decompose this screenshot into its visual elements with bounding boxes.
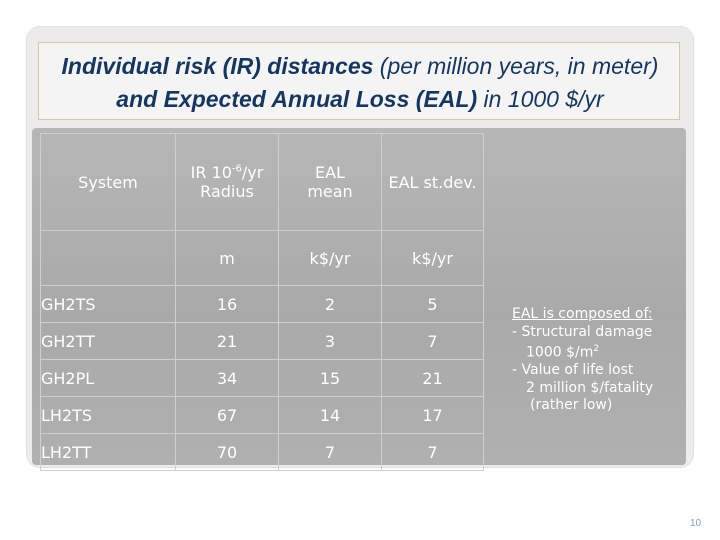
cell-eal-mean: 7	[278, 433, 382, 471]
header-ir: IR 10-6/yr Radius	[175, 133, 279, 231]
cell-eal-mean: 14	[278, 396, 382, 434]
unit-system	[40, 230, 176, 286]
table-row: GH2TS 16 2 5	[40, 285, 484, 323]
title-box	[38, 42, 680, 120]
unit-ir: m	[175, 230, 279, 286]
title-part-1: Individual risk (IR) distances	[61, 53, 374, 79]
note-cost-exponent: 2	[593, 344, 600, 354]
title-part-3: and Expected Annual Loss (EAL)	[116, 86, 478, 112]
cell-eal-std: 21	[381, 359, 484, 397]
cell-ir: 67	[175, 396, 279, 434]
header-eal-mean-line1: EAL	[315, 163, 345, 182]
table-row: LH2TS 67 14 17	[40, 396, 484, 434]
title-part-2: (per million years, in meter)	[379, 53, 659, 79]
table-row: GH2PL 34 15 21	[40, 359, 484, 397]
header-ir-exponent: -6	[231, 163, 242, 175]
note-line-fatality: 2 million $/fatality	[526, 379, 654, 396]
units-row: m k$/yr k$/yr	[40, 230, 484, 286]
note-line-life: - Value of life lost	[512, 362, 634, 379]
cell-system: GH2TS	[40, 285, 176, 323]
table-row: GH2TT 21 3 7	[40, 322, 484, 360]
cell-system: GH2TT	[40, 322, 176, 360]
header-eal-mean: EAL mean	[278, 133, 382, 231]
unit-eal-std: k$/yr	[381, 230, 484, 286]
header-ir-radius: Radius	[200, 182, 254, 201]
header-ir-per: /yr	[241, 163, 264, 182]
slide-title: Individual risk (IR) distances (per mill…	[40, 50, 680, 116]
cell-eal-mean: 3	[278, 322, 382, 360]
cell-system: LH2TT	[40, 433, 176, 471]
title-part-4: in 1000 $/yr	[483, 86, 604, 112]
header-eal-mean-line2: mean	[307, 182, 353, 201]
cell-ir: 21	[175, 322, 279, 360]
unit-eal-mean: k$/yr	[278, 230, 382, 286]
cell-eal-std: 7	[381, 322, 484, 360]
cell-ir: 70	[175, 433, 279, 471]
cell-eal-std: 5	[381, 285, 484, 323]
cell-eal-mean: 2	[278, 285, 382, 323]
cell-ir: 34	[175, 359, 279, 397]
eal-note: EAL is composed of: - Structural damage …	[512, 306, 682, 415]
header-ir-base: IR 10	[190, 163, 232, 182]
header-eal-std: EAL st.dev.	[381, 133, 484, 231]
risk-table: System IR 10-6/yr Radius EAL mean EAL st…	[40, 133, 484, 471]
note-line-rather-low: (rather low)	[530, 397, 613, 414]
header-system: System	[40, 133, 176, 231]
cell-eal-mean: 15	[278, 359, 382, 397]
cell-eal-std: 17	[381, 396, 484, 434]
cell-ir: 16	[175, 285, 279, 323]
cell-system: LH2TS	[40, 396, 176, 434]
note-cost-value: 1000 $/m	[526, 344, 594, 361]
note-line-structural: - Structural damage	[512, 323, 653, 340]
cell-eal-std: 7	[381, 433, 484, 471]
cell-system: GH2PL	[40, 359, 176, 397]
table-row: LH2TT 70 7 7	[40, 433, 484, 471]
note-line-cost: 1000 $/m2	[512, 341, 682, 362]
slide-number: 10	[690, 518, 702, 529]
header-row: System IR 10-6/yr Radius EAL mean EAL st…	[40, 133, 484, 231]
note-heading: EAL is composed of:	[512, 306, 653, 322]
